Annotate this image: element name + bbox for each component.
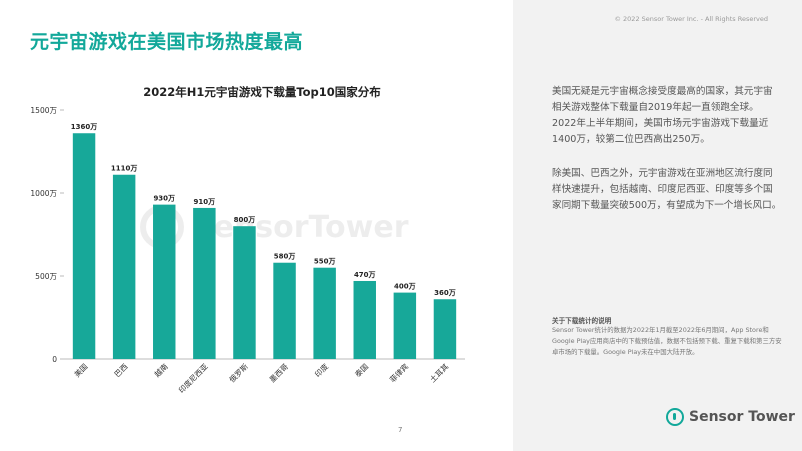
x-tick-label: 印度尼西亚	[176, 361, 210, 395]
page-title: 元宇宙游戏在美国市场热度最高	[30, 31, 304, 53]
x-tick-label: 菲律宾	[387, 361, 410, 384]
bar	[193, 207, 216, 359]
bar-value-label: 580万	[274, 253, 296, 261]
left-panel: 元宇宙游戏在美国市场热度最高 SensorTower 2022年H1元宇宙游戏下…	[30, 31, 465, 434]
bar	[353, 280, 376, 359]
sensor-tower-logo: Sensor Tower	[666, 408, 795, 426]
x-tick-label: 巴西	[113, 362, 130, 379]
note-title: 关于下载统计的说明	[552, 317, 612, 325]
logo-text: Sensor Tower	[689, 409, 795, 425]
x-tick-label: 墨西哥	[268, 362, 291, 385]
page-number: 7	[398, 426, 403, 434]
note-text: Sensor Tower统计的数据为2022年1月截至2022年6月期间，App…	[552, 326, 782, 356]
bar-value-label: 550万	[314, 258, 336, 266]
bar	[393, 292, 417, 359]
y-tick-label: 0	[52, 355, 57, 364]
chart-title: 2022年H1元宇宙游戏下载量Top10国家分布	[143, 85, 381, 99]
copyright-text: © 2022 Sensor Tower Inc. - All Rights Re…	[614, 15, 768, 23]
bar-value-label: 400万	[394, 283, 416, 291]
watermark: SensorTower	[140, 205, 409, 249]
bar-value-label: 800万	[234, 216, 256, 224]
x-tick-label: 俄罗斯	[227, 361, 250, 384]
bar	[72, 133, 96, 359]
y-tick-label: 500万	[35, 272, 57, 281]
bar-value-label: 470万	[354, 271, 376, 279]
bar-value-label: 930万	[153, 195, 175, 203]
x-tick-label: 泰国	[352, 361, 370, 379]
bar-value-label: 910万	[194, 198, 216, 206]
logo-icon	[666, 408, 684, 426]
bar	[153, 204, 176, 359]
watermark-text: SensorTower	[192, 209, 409, 245]
paragraph-2: 除美国、巴西之外，元宇宙游戏在亚洲地区流行度同样快速提升，包括越南、印度尼西亚、…	[552, 168, 782, 211]
bar	[112, 174, 136, 359]
x-tick-label: 越南	[152, 361, 170, 379]
bar-value-label: 360万	[434, 289, 456, 297]
y-tick-label: 1500万	[30, 106, 57, 115]
bar-value-label: 1360万	[71, 123, 97, 131]
y-tick-label: 1000万	[30, 189, 57, 198]
bar-series: 1360万 1110万 930万 910万 800万 580万 550万 470万 400万 36…	[71, 123, 457, 359]
x-tick-label: 美国	[72, 361, 90, 379]
x-tick-label: 印度	[312, 361, 330, 379]
paragraph-1: 美国无疑是元宇宙概念接受度最高的国家，其元宇宙相关游戏整体下载量自2019年起一…	[552, 86, 773, 145]
bar	[273, 262, 296, 359]
x-tick-label: 土耳其	[427, 361, 450, 384]
bar-value-label: 1110万	[111, 165, 137, 173]
bar-chart: 2022年H1元宇宙游戏下载量Top10国家分布 0 500万 1000万 1500万…	[30, 85, 465, 395]
bar	[433, 299, 457, 359]
right-panel: © 2022 Sensor Tower Inc. - All Rights Re…	[513, 0, 802, 451]
bar	[233, 226, 256, 359]
bar	[313, 267, 336, 359]
